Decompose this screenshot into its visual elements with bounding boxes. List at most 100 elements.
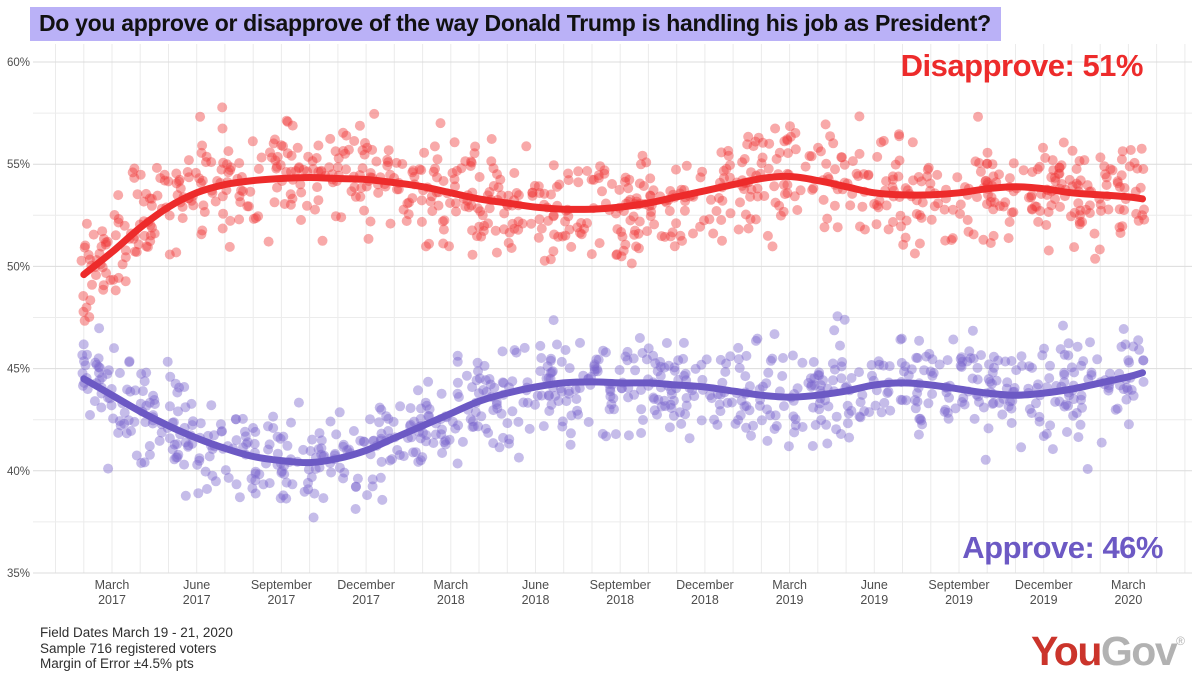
poll-dot [751,335,761,346]
poll-dot [988,171,999,182]
poll-dot [689,391,700,402]
poll-dot [493,182,504,193]
poll-dot [1043,207,1054,217]
poll-dot [313,140,324,151]
poll-dot [1016,442,1027,453]
poll-dot [750,214,761,225]
poll-dot [1034,161,1045,172]
poll-dot [207,470,218,481]
poll-dot [447,416,458,427]
poll-dot [1056,160,1067,171]
poll-dot [623,183,634,194]
poll-dot [318,493,329,504]
poll-dot [308,512,319,523]
poll-dot [428,438,439,448]
poll-dot [234,214,245,225]
poll-dot [942,355,953,366]
poll-dot [599,168,610,179]
poll-dot [450,198,461,209]
poll-dot [813,142,824,153]
poll-dot [929,201,940,212]
poll-dot [912,388,923,399]
poll-dot [809,380,820,391]
poll-dot [546,399,557,410]
poll-dot [972,362,983,373]
poll-dot [1137,210,1148,221]
poll-dot [535,340,546,351]
poll-dot [769,329,780,340]
poll-dot [352,473,363,484]
poll-dot [450,181,460,192]
poll-dot [119,418,130,429]
poll-dot [1135,182,1146,193]
poll-dot [407,193,418,204]
poll-dot [828,138,839,149]
poll-dot [225,215,236,226]
logo-you-text: You [1031,628,1102,674]
poll-dot [857,201,868,212]
poll-dot [316,443,327,454]
poll-dot [473,366,483,377]
poll-dot [1017,360,1027,371]
poll-dot [978,234,989,245]
poll-dot [1095,199,1106,210]
poll-dot [803,378,814,388]
poll-dot [874,359,885,370]
poll-dot [388,416,399,427]
poll-dot [483,218,493,229]
poll-dot [952,172,963,183]
poll-dot [413,456,424,467]
poll-dot [733,354,744,365]
poll-dot [948,204,958,215]
poll-dot [91,359,102,370]
x-tick-label: December 2017 [337,578,395,607]
poll-dot [783,441,794,452]
poll-dot [1033,379,1044,390]
poll-dot [499,224,509,235]
poll-dot [917,419,928,430]
yougov-logo: YouGov® [1031,628,1185,675]
poll-dot [532,390,543,401]
poll-dot [159,175,170,186]
poll-dot [1027,362,1037,373]
poll-dot [543,390,554,401]
poll-dot [604,404,615,415]
poll-dot [1044,373,1055,384]
poll-dot [1107,165,1118,176]
poll-dot [814,370,825,381]
poll-dot [622,355,633,366]
poll-dot [377,494,388,505]
poll-dot [240,426,250,437]
poll-dot [1032,164,1043,175]
poll-dot [151,162,162,173]
poll-dot [113,427,124,438]
poll-dot [1138,355,1149,366]
poll-dot [866,360,877,370]
poll-dot [573,166,584,177]
approve-value-label: Approve: 46% [962,530,1163,565]
poll-dot [281,493,292,504]
poll-dot [492,169,502,180]
poll-dot [310,204,320,215]
poll-dot [1112,176,1123,187]
poll-dot [816,415,827,425]
poll-dot [643,343,654,354]
poll-dot [588,174,599,185]
poll-dot [539,255,550,266]
poll-dot [148,390,159,401]
poll-dot [989,362,999,373]
poll-dot [367,144,378,155]
poll-dot [430,163,440,174]
poll-dot [171,247,182,258]
poll-dot [290,166,301,177]
poll-dot [806,380,817,391]
poll-dot [913,172,924,182]
poll-dot [927,389,938,399]
poll-dot [105,275,116,286]
poll-dot [720,366,731,377]
poll-dot [84,254,95,265]
poll-dot [608,393,619,404]
poll-dot [129,172,140,183]
poll-dot [278,141,288,152]
poll-dot [173,449,184,460]
